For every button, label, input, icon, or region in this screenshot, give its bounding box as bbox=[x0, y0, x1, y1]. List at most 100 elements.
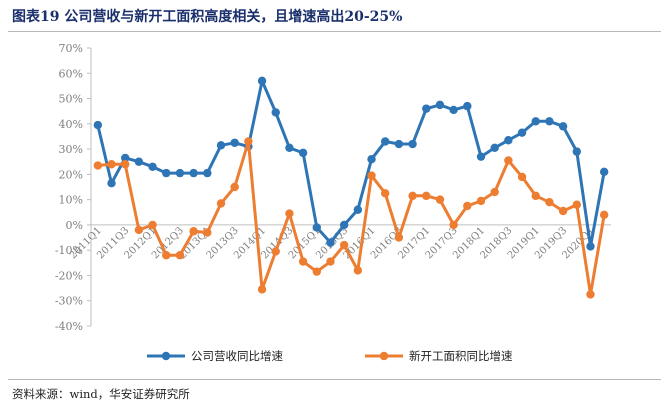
data-point-1 bbox=[162, 168, 171, 178]
data-point-1 bbox=[517, 128, 527, 137]
series-lines bbox=[93, 76, 609, 299]
y-tick-label: 0% bbox=[66, 219, 83, 232]
data-point-2 bbox=[257, 285, 267, 294]
axes-group bbox=[87, 47, 611, 327]
series-line-1 bbox=[96, 79, 606, 248]
data-point-1 bbox=[298, 148, 308, 158]
data-point-2 bbox=[148, 220, 157, 230]
data-point-1 bbox=[121, 153, 130, 163]
data-point-2 bbox=[408, 191, 417, 201]
data-point-1 bbox=[463, 101, 472, 111]
data-point-1 bbox=[394, 139, 404, 149]
chart-title: 图表19 公司营收与新开工面积高度相关，且增速高出20-25% bbox=[12, 9, 403, 25]
data-point-2 bbox=[353, 266, 363, 275]
data-point-1 bbox=[545, 117, 554, 126]
data-point-1 bbox=[353, 205, 363, 214]
data-point-1 bbox=[449, 105, 458, 115]
data-point-2 bbox=[517, 172, 527, 182]
bottom-divider bbox=[8, 379, 661, 380]
y-tick-label: 60% bbox=[59, 67, 83, 80]
legend: 公司营收同比增速 新开工面积同比增速 bbox=[147, 349, 513, 363]
data-point-1 bbox=[148, 162, 157, 171]
data-point-1 bbox=[504, 136, 513, 145]
y-tick-labels: 70% 60% 50% 40% 30% 20% 10% 0% -10% -20% -30% -40% bbox=[55, 42, 83, 333]
data-point-1 bbox=[203, 168, 212, 178]
legend-marker-1 bbox=[161, 351, 171, 361]
data-point-2 bbox=[558, 206, 568, 216]
data-point-1 bbox=[230, 138, 239, 147]
data-point-1 bbox=[134, 157, 144, 166]
data-point-2 bbox=[476, 196, 486, 206]
y-tick-label: -30% bbox=[55, 295, 83, 308]
data-point-1 bbox=[189, 168, 198, 178]
data-point-1 bbox=[326, 238, 335, 247]
data-point-2 bbox=[586, 290, 595, 299]
data-point-2 bbox=[203, 228, 212, 237]
data-point-2 bbox=[93, 161, 103, 170]
data-point-2 bbox=[449, 220, 458, 230]
data-point-1 bbox=[216, 141, 226, 150]
data-point-1 bbox=[435, 100, 445, 110]
data-point-1 bbox=[257, 76, 267, 86]
data-point-1 bbox=[381, 137, 390, 146]
data-point-2 bbox=[599, 210, 609, 219]
data-point-2 bbox=[312, 267, 321, 276]
data-point-1 bbox=[312, 223, 321, 232]
data-point-2 bbox=[504, 156, 513, 165]
data-point-1 bbox=[107, 179, 116, 188]
data-point-1 bbox=[558, 122, 568, 131]
data-point-1 bbox=[490, 143, 499, 153]
legend-label-1: 公司营收同比增速 bbox=[191, 349, 283, 363]
data-point-2 bbox=[381, 189, 390, 198]
data-point-2 bbox=[189, 227, 198, 236]
legend-marker-2 bbox=[379, 351, 389, 361]
data-point-2 bbox=[244, 137, 253, 146]
data-point-2 bbox=[572, 200, 581, 209]
data-point-2 bbox=[162, 251, 171, 260]
data-point-1 bbox=[93, 120, 103, 130]
data-point-2 bbox=[216, 199, 226, 208]
data-point-1 bbox=[531, 117, 540, 126]
data-point-2 bbox=[422, 191, 431, 201]
data-point-1 bbox=[422, 104, 431, 113]
data-point-2 bbox=[298, 257, 308, 266]
data-point-1 bbox=[476, 152, 486, 161]
y-tick-label: 50% bbox=[59, 93, 83, 106]
data-point-1 bbox=[367, 155, 376, 164]
y-tick-label: -20% bbox=[55, 269, 83, 282]
y-tick-label: -10% bbox=[55, 244, 83, 257]
data-point-1 bbox=[572, 147, 581, 156]
y-tick-label: 70% bbox=[59, 42, 83, 55]
data-point-2 bbox=[107, 160, 116, 169]
data-point-2 bbox=[435, 195, 445, 204]
data-point-2 bbox=[271, 247, 280, 256]
data-point-2 bbox=[545, 197, 554, 207]
y-tick-label: 40% bbox=[59, 118, 83, 131]
y-tick-label: -40% bbox=[55, 320, 83, 333]
data-point-2 bbox=[394, 233, 404, 242]
y-tick-label: 20% bbox=[59, 168, 83, 181]
data-point-2 bbox=[285, 209, 294, 218]
y-tick-label: 30% bbox=[59, 143, 83, 156]
data-point-2 bbox=[531, 191, 540, 201]
data-point-1 bbox=[175, 168, 185, 178]
data-point-2 bbox=[121, 160, 130, 169]
legend-label-2: 新开工面积同比增速 bbox=[409, 349, 513, 363]
data-point-1 bbox=[408, 139, 417, 149]
data-point-2 bbox=[230, 182, 239, 192]
data-point-2 bbox=[134, 225, 144, 235]
data-point-1 bbox=[339, 220, 349, 230]
data-point-2 bbox=[490, 187, 499, 197]
data-point-1 bbox=[586, 242, 595, 251]
data-point-2 bbox=[463, 201, 472, 211]
data-point-2 bbox=[326, 257, 335, 266]
y-tick-label: 10% bbox=[59, 194, 83, 207]
data-point-1 bbox=[285, 143, 294, 153]
data-point-1 bbox=[271, 108, 280, 117]
data-point-2 bbox=[339, 240, 349, 250]
title-divider bbox=[8, 31, 661, 32]
data-point-2 bbox=[175, 251, 185, 260]
data-point-1 bbox=[599, 167, 609, 177]
source-note: 资料来源：wind，华安证券研究所 bbox=[12, 387, 190, 401]
